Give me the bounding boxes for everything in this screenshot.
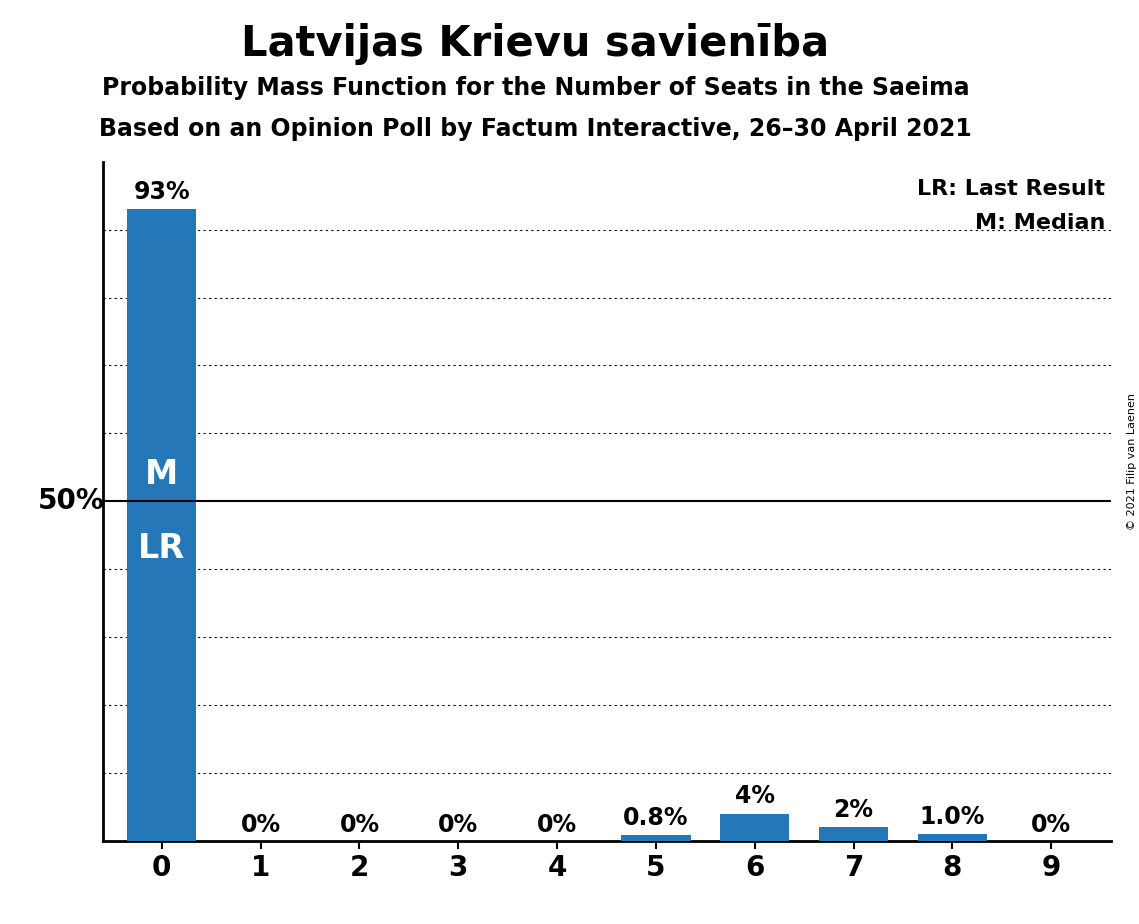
Text: M: Median: M: Median bbox=[975, 213, 1106, 233]
Text: 0%: 0% bbox=[339, 813, 379, 837]
Text: 1.0%: 1.0% bbox=[919, 805, 985, 829]
Text: © 2021 Filip van Laenen: © 2021 Filip van Laenen bbox=[1126, 394, 1137, 530]
Text: 4%: 4% bbox=[735, 784, 775, 808]
Text: 0%: 0% bbox=[538, 813, 577, 837]
Text: 50%: 50% bbox=[38, 487, 105, 516]
Text: Based on an Opinion Poll by Factum Interactive, 26–30 April 2021: Based on an Opinion Poll by Factum Inter… bbox=[99, 117, 972, 141]
Text: LR: Last Result: LR: Last Result bbox=[918, 178, 1106, 199]
Text: Latvijas Krievu savienība: Latvijas Krievu savienība bbox=[241, 23, 829, 65]
Bar bbox=[720, 814, 789, 841]
Bar bbox=[918, 834, 988, 841]
Text: Probability Mass Function for the Number of Seats in the Saeima: Probability Mass Function for the Number… bbox=[101, 76, 969, 100]
Text: 93%: 93% bbox=[133, 180, 190, 204]
Text: 0%: 0% bbox=[1031, 813, 1072, 837]
Bar bbox=[622, 835, 690, 841]
Text: 0.8%: 0.8% bbox=[623, 806, 689, 830]
Text: 0%: 0% bbox=[240, 813, 280, 837]
Bar bbox=[819, 827, 888, 841]
Text: 2%: 2% bbox=[834, 797, 874, 821]
Text: LR: LR bbox=[138, 532, 186, 565]
Text: 0%: 0% bbox=[439, 813, 478, 837]
Bar bbox=[128, 209, 196, 841]
Text: M: M bbox=[145, 458, 179, 491]
